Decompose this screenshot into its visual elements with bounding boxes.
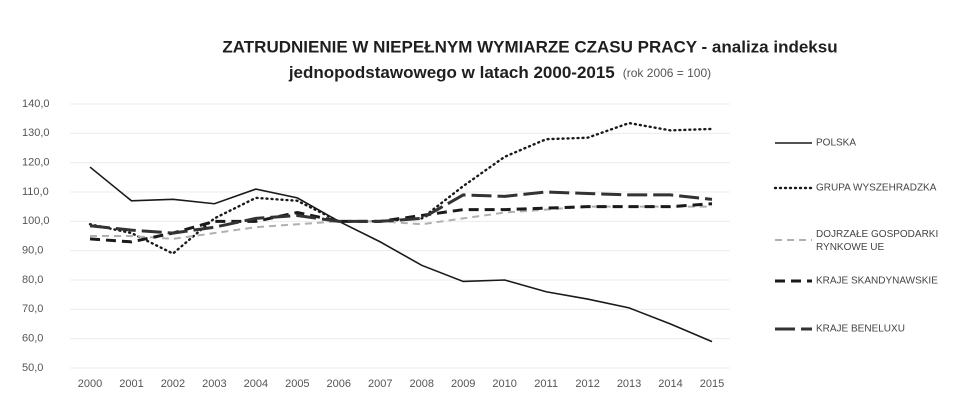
x-tick-label: 2014 [658, 378, 682, 390]
legend-label: DOJRZAŁE GOSPODARKI RYNKOWE UE [816, 229, 938, 253]
y-tick-label: 70,0 [22, 303, 43, 315]
x-tick-label: 2010 [492, 378, 516, 390]
legend-label: KRAJE SKANDYNAWSKIE [816, 276, 938, 287]
legend-label: GRUPA WYSZEHRADZKA [816, 183, 937, 194]
series-line [89, 166, 713, 343]
y-tick-label: 80,0 [22, 274, 43, 286]
y-tick-label: 140,0 [22, 98, 50, 110]
x-tick-label: 2015 [700, 378, 724, 390]
x-tick-label: 2001 [119, 378, 143, 390]
x-tick-label: 2004 [244, 378, 268, 390]
chart-subtitle: (rok 2006 = 100) [623, 66, 711, 80]
legend-label: POLSKA [816, 138, 856, 149]
series-line [89, 190, 713, 235]
y-tick-label: 100,0 [22, 215, 50, 227]
x-tick-label: 2012 [575, 378, 599, 390]
x-tick-label: 2000 [78, 378, 102, 390]
x-tick-label: 2007 [368, 378, 392, 390]
y-tick-label: 120,0 [22, 157, 50, 169]
y-tick-label: 110,0 [22, 186, 49, 198]
series-line [89, 202, 713, 244]
x-tick-label: 2008 [409, 378, 433, 390]
y-tick-label: 130,0 [22, 127, 50, 139]
x-tick-label: 2009 [451, 378, 475, 390]
chart-title: ZATRUDNIENIE W NIEPEŁNYM WYMIARZE CZASU … [222, 37, 837, 56]
legend-label-line: RYNKOWE UE [816, 242, 884, 253]
legend-label-line: DOJRZAŁE GOSPODARKI [816, 229, 938, 240]
y-tick-label: 60,0 [22, 333, 43, 345]
chart-title: jednopodstawowego w latach 2000-2015 [288, 63, 615, 82]
x-tick-label: 2013 [617, 378, 641, 390]
legend-label: KRAJE BENELUXU [816, 324, 905, 335]
y-tick-label: 50,0 [22, 362, 43, 374]
x-tick-label: 2005 [285, 378, 309, 390]
y-tick-label: 90,0 [22, 245, 43, 257]
x-tick-label: 2003 [202, 378, 226, 390]
x-tick-label: 2002 [161, 378, 185, 390]
chart-title: jednopodstawowego w latach 2000-2015 (rok… [288, 63, 711, 82]
series-line [90, 205, 712, 240]
x-tick-label: 2006 [327, 378, 351, 390]
x-tick-label: 2011 [534, 378, 558, 390]
